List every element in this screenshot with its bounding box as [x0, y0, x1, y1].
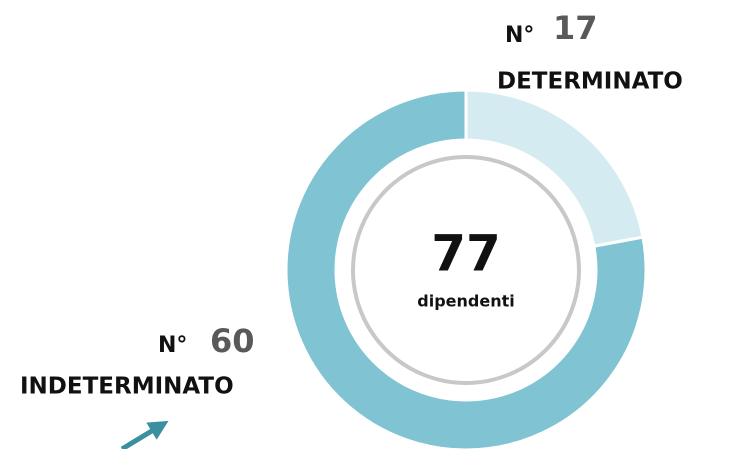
label-value: 17	[553, 9, 598, 47]
slice	[464, 88, 645, 249]
label-category: INDETERMINATO	[20, 374, 234, 400]
label-value: 60	[210, 322, 255, 360]
label-prefix: N°	[158, 333, 187, 358]
label-category: DETERMINATO	[497, 69, 683, 95]
label-prefix: N°	[505, 23, 534, 48]
slice	[284, 88, 648, 449]
arrow	[120, 420, 169, 449]
inner-ring	[351, 155, 581, 385]
slices	[284, 88, 648, 449]
total-value: 77	[431, 225, 501, 283]
total-label: dipendenti	[417, 292, 514, 311]
